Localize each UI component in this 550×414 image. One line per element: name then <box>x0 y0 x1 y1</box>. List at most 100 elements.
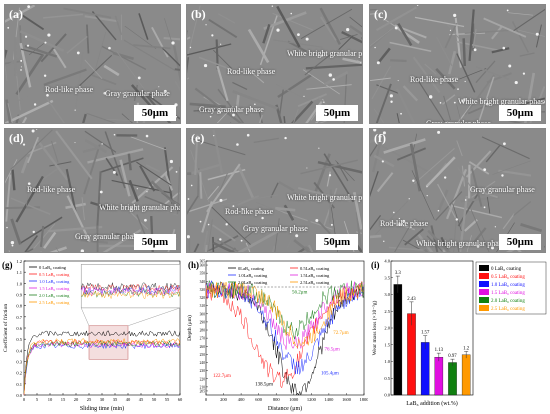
bar <box>420 342 430 396</box>
depth-annotation: 76.5μm <box>325 347 340 352</box>
rod-like-phase <box>411 170 435 220</box>
rod-like-phase <box>258 114 263 123</box>
rod-like-phase <box>5 159 18 184</box>
white-bright-particle <box>218 109 220 112</box>
white-bright-particle <box>389 94 393 98</box>
white-bright-particle <box>426 195 428 197</box>
white-bright-particle <box>27 5 31 8</box>
white-bright-particle <box>7 26 10 29</box>
rod-like-phase <box>293 108 299 123</box>
white-bright-particle <box>187 198 190 200</box>
white-bright-particle <box>31 129 35 133</box>
sem-panel: (f) Gray granular phase Rod-like phase Whit… <box>369 128 546 253</box>
white-bright-particle <box>453 13 457 17</box>
white-bright-particle <box>449 29 452 31</box>
friction-series-line <box>23 337 181 396</box>
rod-like-phase <box>468 161 490 175</box>
chart-g-svg: (g) 0.0 0.1 0.2 0.3 0.4 0.5 0.6 0.7 0.8 0.9 1.0 1.1 1… <box>2 259 183 412</box>
rod-like-phase <box>87 148 144 164</box>
panel-label: (i) <box>371 260 380 270</box>
white-bright-particle <box>171 41 175 45</box>
y-tick-label: 0.3 <box>16 360 22 365</box>
legend-label: 0.5 LaB₆ coating <box>491 275 525 280</box>
rod-like-phase <box>40 33 67 63</box>
rod-like-phase <box>456 53 476 93</box>
rod-like-phase <box>80 239 108 244</box>
rod-like-phase <box>7 103 13 123</box>
rod-like-phase <box>187 5 201 54</box>
rod-like-phase <box>212 241 236 252</box>
rod-like-phase <box>53 48 67 69</box>
rod-like-phase <box>86 24 90 54</box>
rod-like-phase <box>12 95 28 104</box>
rod-like-phase <box>19 30 65 52</box>
depth-annotation: 56.2μm <box>292 290 307 295</box>
y-tick-label: 2.0 <box>384 326 390 331</box>
white-bright-particle <box>373 129 377 132</box>
white-bright-particle <box>297 33 300 37</box>
rod-like-phase <box>304 52 334 76</box>
rod-like-phase <box>102 229 142 252</box>
sem-texture <box>187 129 362 252</box>
rod-like-phase <box>396 113 400 123</box>
rod-like-phase <box>112 51 134 61</box>
bar <box>448 362 457 396</box>
rod-like-phase <box>425 156 456 188</box>
rod-like-phase <box>486 196 491 214</box>
rod-like-phase <box>204 244 208 252</box>
phase-annotation: Rod-like phase <box>380 219 429 228</box>
white-bright-particle <box>27 182 31 185</box>
data-label: 2.43 <box>407 297 416 302</box>
white-bright-particle <box>303 95 305 97</box>
rod-like-phase <box>424 63 437 75</box>
white-bright-particle <box>457 88 459 90</box>
white-bright-particle <box>376 61 380 65</box>
rod-like-phase <box>133 44 171 50</box>
rod-like-phase <box>104 131 126 189</box>
rod-like-phase <box>507 12 533 16</box>
y-tick-label: 1.0 <box>384 359 390 364</box>
x-tick-label: 800 <box>273 397 281 402</box>
rod-like-phase <box>84 15 119 23</box>
depth-annotation: 72.7μm <box>333 331 348 336</box>
white-bright-particle <box>328 73 333 77</box>
rod-like-phase <box>323 70 349 86</box>
bar <box>461 354 471 396</box>
white-bright-particle <box>394 26 398 30</box>
rod-like-phase <box>144 205 179 216</box>
legend-swatch <box>479 273 489 279</box>
rod-like-phase <box>55 130 93 180</box>
bar <box>407 313 416 396</box>
rod-like-phase <box>121 113 133 123</box>
rod-like-phase <box>469 227 487 247</box>
rod-like-phase <box>24 44 58 58</box>
rod-like-phase <box>81 197 85 221</box>
depth-annotation: 138.5μm <box>255 382 273 387</box>
phase-annotation: Gray granular phase <box>105 89 170 98</box>
white-bright-particle <box>137 76 141 80</box>
rod-like-phase <box>232 81 248 90</box>
rod-like-phase <box>396 147 427 161</box>
depth-annotation: 105.4μm <box>321 372 339 377</box>
white-bright-particle <box>236 143 239 146</box>
rod-like-phase <box>133 84 138 102</box>
white-bright-particle <box>332 78 335 81</box>
white-bright-particle <box>158 86 160 88</box>
rod-like-phase <box>194 134 199 175</box>
rod-like-phase <box>314 117 321 123</box>
y-tick-label: 340 <box>200 280 206 284</box>
rod-like-phase <box>375 83 392 123</box>
rod-like-phase <box>244 227 259 239</box>
rod-like-phase <box>430 225 439 252</box>
y-tick-label: 0.2 <box>16 371 22 376</box>
rod-like-phase <box>5 206 41 210</box>
inset-series-line <box>81 290 181 300</box>
rod-like-phase <box>486 72 512 84</box>
depth-profile-line <box>205 281 365 350</box>
inset-connector <box>127 307 181 326</box>
y-tick-label: 1.0 <box>16 281 22 286</box>
white-bright-particle <box>453 101 456 104</box>
phase-annotation: Rod-like phase <box>27 185 76 194</box>
white-bright-particle <box>318 147 320 149</box>
rod-like-phase <box>376 172 394 193</box>
